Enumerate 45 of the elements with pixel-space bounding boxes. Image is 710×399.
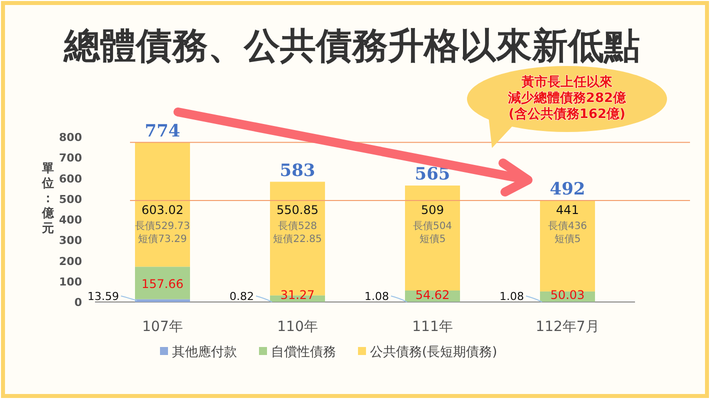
data-label: 1.08 (364, 290, 389, 303)
y-tick-label: 0 (74, 296, 82, 309)
legend-label: 自償性債務 (271, 345, 336, 360)
data-label: 13.59 (88, 290, 119, 303)
x-tick-label: 112年7月 (536, 319, 600, 335)
x-tick-label: 110年 (277, 319, 318, 335)
legend-label: 公共債務(長短期債務) (370, 345, 498, 360)
total-label: 774 (144, 121, 180, 142)
annotation: 長債528 (278, 220, 318, 232)
chart-title: 總體債務、公共債務升格以來新低點 (63, 26, 640, 67)
y-axis-title: 單位：億元 (41, 161, 55, 235)
data-label: 603.02 (142, 203, 184, 217)
y-tick-label: 200 (59, 254, 82, 268)
data-label: 157.66 (142, 276, 184, 291)
y-tick-label: 100 (59, 275, 82, 288)
y-tick-label: 400 (59, 214, 82, 226)
total-label: 565 (414, 164, 450, 185)
y-tick-label: 300 (59, 234, 82, 248)
data-label: 550.85 (276, 203, 318, 217)
y-tick-label: 700 (59, 152, 82, 165)
y-tick-label: 600 (59, 172, 82, 186)
text: (含公共債務162億) (508, 106, 626, 122)
total-label: 492 (550, 180, 586, 200)
text: 減少總體債務282億 (506, 90, 628, 106)
legend-label: 其他應付款 (172, 345, 237, 360)
y-tick-label: 500 (59, 192, 82, 206)
data-label: 31.27 (280, 288, 315, 302)
x-tick-label: 107年 (142, 319, 183, 335)
y-tick-label: 800 (59, 131, 82, 144)
text: 黃市長上任以來 (520, 74, 614, 90)
annotation: 長債529.73 (135, 220, 190, 232)
annotation: 短債5 (554, 233, 581, 245)
annotation: 短債5 (419, 233, 446, 245)
annotation: 短債73.29 (138, 233, 187, 245)
annotation: 長債504 (412, 220, 452, 232)
data-label: 0.82 (230, 290, 254, 303)
data-label: 54.62 (415, 288, 450, 302)
annotation: 長債436 (548, 220, 588, 232)
data-label: 441 (556, 203, 579, 217)
total-label: 583 (280, 160, 316, 181)
data-label: 50.03 (550, 288, 585, 302)
data-label: 1.08 (500, 290, 524, 303)
x-tick-label: 111年 (412, 319, 453, 335)
data-label: 509 (421, 203, 444, 217)
annotation: 短債22.85 (273, 233, 322, 245)
